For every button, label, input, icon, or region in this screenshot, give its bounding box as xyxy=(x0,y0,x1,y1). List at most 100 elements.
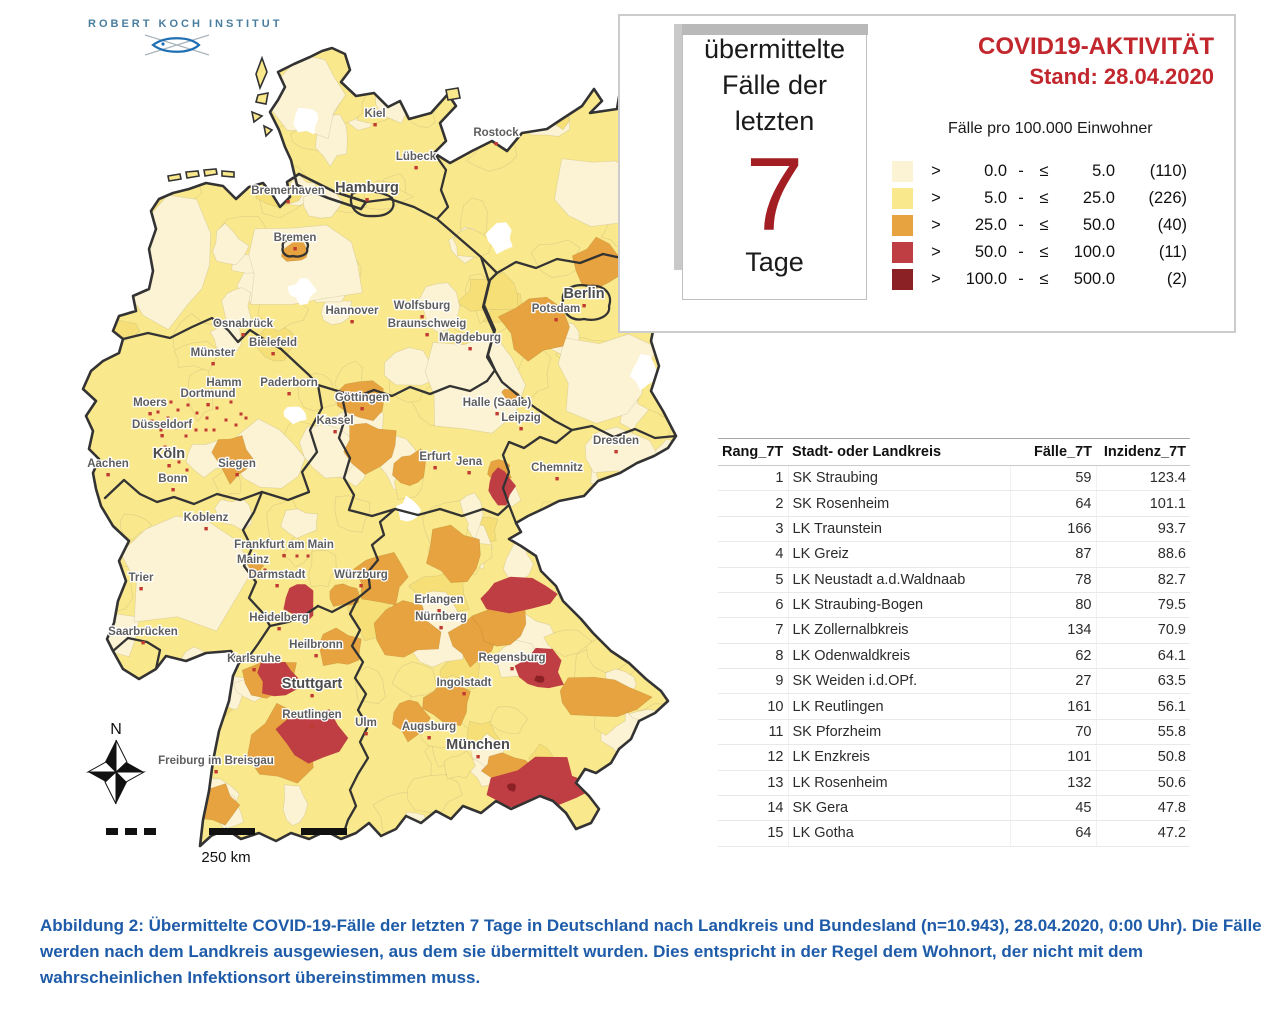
cell-rank: 10 xyxy=(718,693,788,720)
cell-name: LK Traunstein xyxy=(787,516,1010,543)
cell-cases: 62 xyxy=(1009,643,1096,670)
city-dot xyxy=(275,584,279,588)
city-dot xyxy=(169,400,173,404)
city-dot xyxy=(160,434,164,438)
cell-rank: 4 xyxy=(718,541,788,568)
legend-count: (40) xyxy=(1157,216,1187,234)
city-dot xyxy=(186,403,190,407)
cell-incidence: 101.1 xyxy=(1095,490,1190,517)
table-row: 12 LK Enzkreis 101 50.8 xyxy=(718,744,1190,771)
city-dot xyxy=(555,477,559,481)
city-dot xyxy=(554,318,558,322)
city-label: Regensburg xyxy=(478,652,545,664)
cell-cases: 78 xyxy=(1009,567,1096,593)
city-label: Braunschweig xyxy=(388,318,467,330)
cell-rank: 7 xyxy=(718,617,788,644)
city-dot xyxy=(433,466,437,470)
city-dot xyxy=(177,460,181,464)
cell-name: SK Gera xyxy=(787,795,1010,822)
city-dot xyxy=(194,428,198,432)
city-dot xyxy=(373,123,377,127)
legend-max: 500.0 xyxy=(1073,270,1115,288)
city-dot xyxy=(427,736,431,740)
cell-cases: 134 xyxy=(1009,617,1096,644)
cell-rank: 12 xyxy=(718,744,788,771)
city-dot xyxy=(439,626,443,630)
legend-color-chip xyxy=(892,269,913,290)
city-label: Magdeburg xyxy=(439,332,501,344)
cell-incidence: 64.1 xyxy=(1095,643,1190,670)
city-dot xyxy=(582,304,586,308)
legend-gt: > xyxy=(931,216,941,234)
city-dot xyxy=(224,418,228,422)
cell-cases: 132 xyxy=(1009,770,1096,796)
city-label: Karlsruhe xyxy=(227,653,281,665)
city-dot xyxy=(150,419,154,423)
cell-name: LK Greiz xyxy=(787,541,1010,568)
cell-cases: 64 xyxy=(1009,820,1096,847)
city-dot xyxy=(420,315,424,319)
cell-rank: 3 xyxy=(718,516,788,543)
cell-incidence: 56.1 xyxy=(1095,693,1190,720)
city-dot xyxy=(286,200,290,204)
city-dot xyxy=(462,692,466,696)
legend-row-3: >50.0- ≤100.0 (11) xyxy=(892,239,1187,266)
table-row: 6 LK Straubing-Bogen 80 79.5 xyxy=(718,592,1190,619)
city-dot xyxy=(212,428,216,432)
info-card-shadow-top xyxy=(674,24,868,35)
legend-gt: > xyxy=(931,189,941,207)
city-dot xyxy=(425,333,429,337)
cell-incidence: 55.8 xyxy=(1095,719,1190,746)
cell-name: SK Pforzheim xyxy=(787,719,1010,746)
cell-rank: 9 xyxy=(718,668,788,695)
info-card-line1: übermittelte xyxy=(703,34,846,64)
legend-color-chip xyxy=(892,161,913,182)
legend-le: ≤ xyxy=(1039,243,1049,261)
city-label: Leipzig xyxy=(501,412,541,424)
cell-incidence: 70.9 xyxy=(1095,617,1190,644)
city-label: Potsdam xyxy=(532,303,581,315)
cell-rank: 1 xyxy=(718,465,788,492)
city-label: Trier xyxy=(129,572,154,584)
cell-cases: 59 xyxy=(1009,465,1096,492)
city-label: Erlangen xyxy=(414,594,463,606)
city-label: Saarbrücken xyxy=(108,626,178,638)
table-row: 9 SK Weiden i.d.OPf. 27 63.5 xyxy=(718,668,1190,695)
city-label: Reutlingen xyxy=(282,709,341,721)
legend-max: 25.0 xyxy=(1082,189,1115,207)
cell-cases: 70 xyxy=(1009,719,1096,746)
table-row: 14 SK Gera 45 47.8 xyxy=(718,795,1190,822)
city-dot xyxy=(350,320,354,324)
city-label: Rostock xyxy=(473,127,519,139)
city-dot xyxy=(204,428,208,432)
rki-fish-icon xyxy=(144,34,210,56)
table-row: 3 LK Traunstein 166 93.7 xyxy=(718,516,1190,543)
legend-gt: > xyxy=(931,162,941,180)
cell-incidence: 50.8 xyxy=(1095,744,1190,771)
city-label: Münster xyxy=(191,347,236,359)
legend-dash: - xyxy=(1018,270,1024,288)
cell-cases: 64 xyxy=(1009,490,1096,517)
legend-max: 50.0 xyxy=(1082,216,1115,234)
table-row: 5 LK Neustadt a.d.Waldnaab 78 82.7 xyxy=(718,567,1190,593)
cell-cases: 27 xyxy=(1009,668,1096,695)
city-dot xyxy=(293,247,297,251)
city-dot xyxy=(171,488,175,492)
cell-name: SK Rosenheim xyxy=(787,490,1010,517)
rki-logo: ROBERT KOCH INSTITUT xyxy=(88,18,308,58)
header-rang: Rang_7T xyxy=(718,438,788,466)
city-label: Erfurt xyxy=(419,451,450,463)
city-label: Darmstadt xyxy=(249,569,306,581)
city-dot xyxy=(170,477,174,481)
city-dot xyxy=(214,770,218,774)
city-dot xyxy=(185,468,189,472)
city-dot xyxy=(437,609,441,613)
city-dot xyxy=(184,434,188,438)
legend-min: 0.0 xyxy=(984,162,1007,180)
scale-label: 250 km xyxy=(201,849,250,866)
city-dot xyxy=(314,654,318,658)
cell-incidence: 88.6 xyxy=(1095,541,1190,568)
cell-cases: 166 xyxy=(1009,516,1096,543)
city-label: Heidelberg xyxy=(249,612,308,624)
